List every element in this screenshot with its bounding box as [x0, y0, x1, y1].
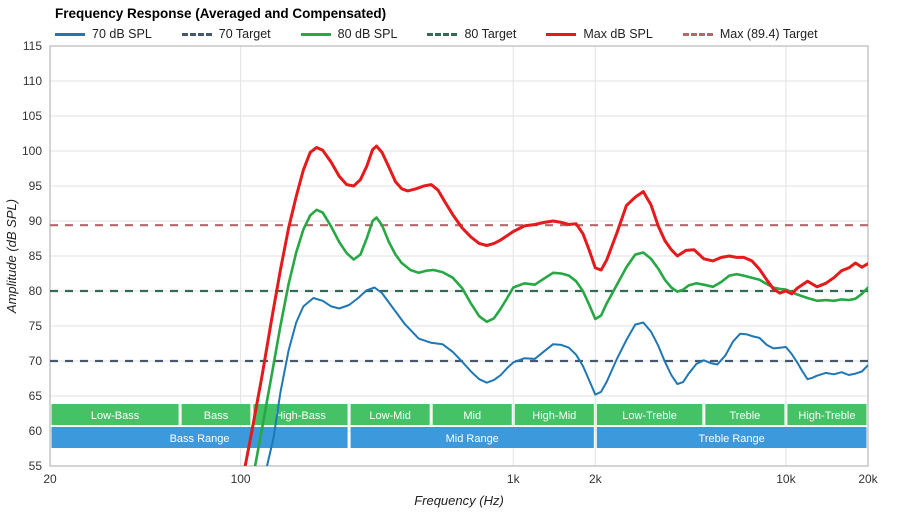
x-tick-label: 20k: [858, 472, 878, 486]
band-label-low-mid: Low-Mid: [369, 410, 411, 422]
band-label-treble: Treble: [729, 410, 760, 422]
y-tick-label: 70: [29, 354, 43, 368]
band-label-bass-range: Bass Range: [170, 433, 230, 445]
chart-legend: 70 dB SPL 70 Target 80 dB SPL 80 Target Max …: [55, 27, 818, 41]
curve-80-db-spl: [253, 208, 868, 466]
y-tick-label: 80: [29, 284, 43, 298]
y-tick-label: 110: [23, 74, 42, 88]
legend-item-max-db-spl[interactable]: Max dB SPL: [546, 27, 653, 41]
y-tick-label: 115: [23, 39, 42, 53]
band-high-treble: [787, 404, 867, 425]
x-tick-label: 100: [231, 472, 251, 486]
legend-label: 70 dB SPL: [92, 27, 152, 41]
band-bass: [181, 404, 251, 425]
y-tick-label: 105: [22, 109, 42, 123]
x-tick-label: 20: [43, 472, 57, 486]
band-label-treble-range: Treble Range: [699, 433, 765, 445]
y-tick-label: 100: [22, 144, 42, 158]
plot-border: [49, 45, 869, 467]
legend-item-70-db-spl[interactable]: 70 dB SPL: [55, 27, 152, 41]
x-axis-title: Frequency (Hz): [414, 493, 504, 508]
band-low-treble: [596, 404, 703, 425]
legend-label: Max (89.4) Target: [719, 27, 818, 41]
legend-item-80-target[interactable]: 80 Target: [427, 27, 516, 41]
solid-line-swatch-icon: [546, 32, 577, 36]
y-tick-label: 90: [29, 214, 43, 228]
y-tick-label: 65: [29, 389, 43, 403]
legend-label: Max dB SPL: [583, 27, 653, 41]
band-label-mid: Mid: [463, 410, 481, 422]
x-tick-label: 1k: [507, 472, 521, 486]
band-treble: [705, 404, 785, 425]
curve-70-db-spl: [266, 286, 868, 466]
band-label-low-treble: Low-Treble: [622, 410, 677, 422]
legend-label: 80 Target: [464, 27, 517, 41]
band-label-low-bass: Low-Bass: [91, 410, 140, 422]
curve-max-db-spl: [243, 144, 868, 466]
legend-label: 80 dB SPL: [337, 27, 398, 41]
dashed-line-swatch-icon: [181, 32, 212, 36]
legend-item-max-89-4-target[interactable]: Max (89.4) Target: [682, 27, 818, 41]
band-high-mid: [514, 404, 594, 425]
legend-item-80-db-spl[interactable]: 80 dB SPL: [300, 27, 398, 41]
y-tick-label: 75: [29, 319, 43, 333]
legend-label: 70 Target: [218, 27, 271, 41]
band-label-mid-range: Mid Range: [446, 433, 499, 445]
chart-title: Frequency Response (Averaged and Compens…: [55, 6, 387, 21]
band-label-high-mid: High-Mid: [532, 410, 576, 422]
solid-line-swatch-icon: [55, 32, 85, 36]
band-low-bass: [51, 404, 179, 425]
dashed-line-swatch-icon: [427, 32, 458, 36]
y-tick-label: 60: [29, 424, 43, 438]
y-tick-label: 55: [29, 459, 43, 473]
band-mid: [432, 404, 512, 425]
x-tick-label: 10k: [776, 472, 796, 486]
band-low-mid: [350, 404, 430, 425]
band-treble-range: [596, 427, 867, 448]
legend-item-70-target[interactable]: 70 Target: [181, 27, 271, 41]
y-axis-title: Amplitude (dB SPL): [4, 199, 19, 314]
band-label-high-bass: High-Bass: [275, 410, 326, 422]
band-mid-range: [350, 427, 594, 448]
y-tick-label: 85: [29, 249, 43, 263]
dashed-line-swatch-icon: [682, 32, 713, 36]
band-label-high-treble: High-Treble: [798, 410, 855, 422]
y-tick-label: 95: [29, 179, 43, 193]
x-tick-label: 2k: [589, 472, 603, 486]
solid-line-swatch-icon: [300, 32, 331, 36]
band-label-bass: Bass: [204, 410, 229, 422]
